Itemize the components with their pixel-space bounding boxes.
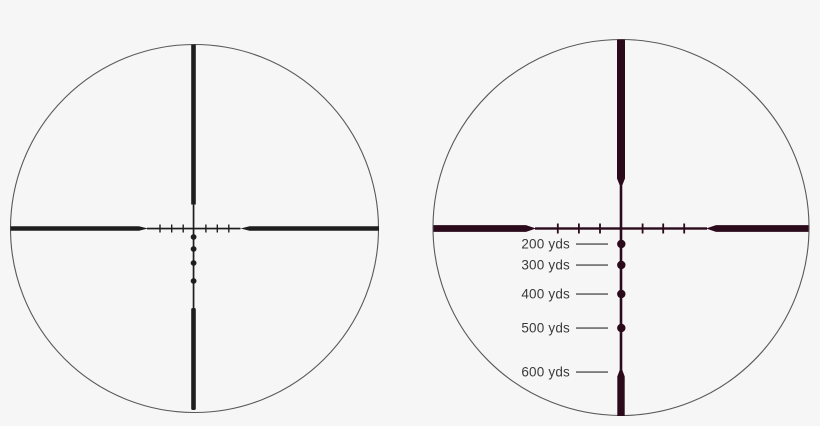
left-reticle <box>9 43 380 414</box>
tick-mark <box>599 223 601 234</box>
yardage-label-600: 600 yds <box>521 365 570 380</box>
tick-mark <box>683 223 686 234</box>
left-right-bar <box>240 226 379 231</box>
tick-mark <box>216 224 218 233</box>
holdover-dot <box>190 234 197 240</box>
tick-mark <box>171 224 173 233</box>
tick-mark <box>182 224 184 233</box>
left-windage-ticks <box>159 224 230 233</box>
right-center-horizontal-line <box>535 227 707 230</box>
holdover-dot-400 <box>617 289 626 299</box>
leader-line-500 <box>576 327 608 329</box>
right-crosshair <box>433 39 809 416</box>
yardage-label-300: 300 yds <box>521 258 570 273</box>
right-right-bar <box>706 225 809 232</box>
left-holdover-dots <box>190 234 197 284</box>
leader-line-200 <box>576 243 608 245</box>
yardage-leader-lines <box>576 243 608 373</box>
right-holdover-dots <box>617 239 626 333</box>
holdover-dot <box>190 278 197 284</box>
right-windage-ticks <box>556 223 686 234</box>
right-left-bar <box>433 225 536 232</box>
yardage-label-500: 500 yds <box>521 321 570 336</box>
tick-mark <box>641 223 644 234</box>
leader-line-300 <box>576 264 608 266</box>
left-top-post <box>191 44 196 205</box>
holdover-dot-500 <box>617 323 626 333</box>
tick-mark <box>578 223 580 234</box>
holdover-dot-300 <box>617 260 626 270</box>
leader-line-400 <box>576 293 608 295</box>
right-center-vertical-line <box>619 183 623 371</box>
tick-mark <box>556 223 559 234</box>
tick-mark <box>228 224 230 233</box>
yardage-labels: 200 yds 300 yds 400 yds 500 yds 600 yds <box>521 237 570 380</box>
holdover-dot <box>190 260 197 266</box>
yardage-label-200: 200 yds <box>521 237 570 252</box>
yardage-label-400: 400 yds <box>521 287 570 302</box>
right-bottom-post <box>617 370 625 416</box>
holdover-dot-200 <box>617 239 626 249</box>
right-reticle: 200 yds 300 yds 400 yds 500 yds 600 yds <box>432 38 810 417</box>
tick-mark <box>205 224 207 233</box>
left-left-bar <box>10 226 148 231</box>
tick-mark <box>159 224 161 233</box>
holdover-dot <box>190 246 197 252</box>
right-top-post <box>617 39 625 185</box>
left-bottom-post <box>191 308 196 410</box>
left-crosshair <box>10 44 379 410</box>
left-center-horizontal-line <box>147 227 241 230</box>
tick-mark <box>662 223 665 234</box>
leader-line-600 <box>576 371 608 373</box>
left-center-vertical-line <box>192 204 195 309</box>
